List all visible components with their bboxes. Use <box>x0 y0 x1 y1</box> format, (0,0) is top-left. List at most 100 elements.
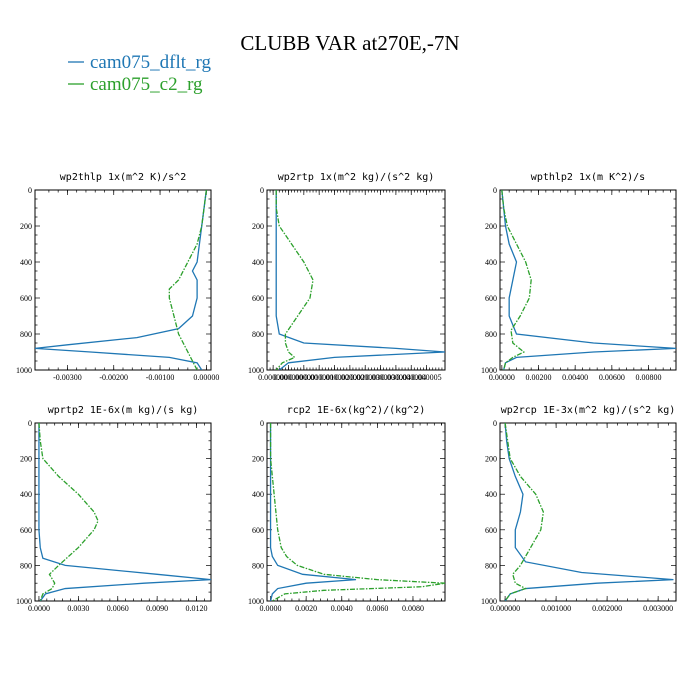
legend-label-dflt: cam075_dflt_rg <box>90 52 212 73</box>
y-tick-label: 200 <box>20 455 32 464</box>
y-tick-label: 600 <box>20 294 32 303</box>
y-tick-label: 1000 <box>16 366 32 375</box>
series-line-dflt <box>35 190 208 370</box>
y-tick-label: 800 <box>20 561 32 570</box>
x-tick-label: 0.002000 <box>592 604 622 613</box>
x-tick-label: 0.000003 <box>350 373 380 382</box>
x-tick-label: 0.001000 <box>541 604 571 613</box>
y-tick-label: 1000 <box>481 366 497 375</box>
panel-4: wprtp2 1E-6x(m kg)/(s kg) 0 200 400 600 800 10… <box>16 405 212 613</box>
panel-title: rcp2 1E-6x(kg^2)/(kg^2) <box>287 405 425 416</box>
y-tick-label: 600 <box>252 526 264 535</box>
y-tick-label: 0 <box>260 186 264 195</box>
y-tick-label: 800 <box>252 561 264 570</box>
y-tick-label: 0 <box>28 186 32 195</box>
series-line-dflt <box>501 190 676 370</box>
y-tick-label: 1000 <box>16 597 32 606</box>
x-tick-label: 0.0080 <box>402 604 424 613</box>
figure-title: CLUBB VAR at270E,-7N <box>240 31 459 55</box>
x-tick-label: -0.00200 <box>99 373 128 382</box>
y-tick-label: 0 <box>260 419 264 428</box>
x-tick-label: 0.00600 <box>599 373 625 382</box>
x-tick-label: 0.0020 <box>295 604 317 613</box>
panel-title: wp2thlp 1x(m^2 K)/s^2 <box>60 172 186 183</box>
y-tick-label: 800 <box>20 330 32 339</box>
legend: cam075_dflt_rg cam075_c2_rg <box>68 52 212 95</box>
series-line-dflt <box>504 423 674 601</box>
y-tick-label: 1000 <box>481 597 497 606</box>
x-tick-label: 0.0060 <box>366 604 388 613</box>
x-tick-label: 0.000002 <box>320 373 350 382</box>
y-tick-label: 1000 <box>248 366 264 375</box>
x-tick-label: 0.00400 <box>562 373 588 382</box>
x-tick-label: 0.00000 <box>489 373 515 382</box>
series-line-dflt <box>269 423 357 601</box>
x-tick-label: 0.000000 <box>273 373 303 382</box>
y-tick-label: 600 <box>485 526 497 535</box>
series-line-c2 <box>504 423 545 601</box>
plot-frame <box>34 422 212 602</box>
y-tick-label: 200 <box>20 222 32 231</box>
x-tick-label: -0.00100 <box>146 373 175 382</box>
panel-2: wp2rtp 1x(m^2 kg)/(s^2 kg) 0 200 400 600 800 1… <box>248 172 446 382</box>
series-line-c2 <box>275 190 314 370</box>
y-tick-label: 400 <box>20 258 32 267</box>
x-tick-label: 0.0000 <box>260 604 282 613</box>
x-tick-label: 0.000001 <box>289 373 319 382</box>
y-tick-label: 1000 <box>248 597 264 606</box>
x-tick-label: 0.000001 <box>304 373 334 382</box>
y-tick-label: 600 <box>20 526 32 535</box>
series-line-c2 <box>501 190 532 370</box>
y-tick-label: 400 <box>485 258 497 267</box>
x-tick-label: 0.0090 <box>146 604 168 613</box>
panel-1: wp2thlp 1x(m^2 K)/s^2 0 200 400 600 800 1000 -0… <box>16 172 219 382</box>
x-tick-label: 0.000000 <box>258 373 288 382</box>
x-tick-label: 0.00800 <box>636 373 662 382</box>
x-tick-label: 0.000004 <box>396 373 426 382</box>
plot-frame <box>34 189 212 371</box>
y-tick-label: 400 <box>485 490 497 499</box>
x-tick-label: 0.003000 <box>643 604 673 613</box>
y-tick-label: 200 <box>252 222 264 231</box>
y-tick-label: 800 <box>485 330 497 339</box>
series-line-dflt <box>275 190 445 370</box>
panel-5: rcp2 1E-6x(kg^2)/(kg^2) 0 200 400 600 800 1000… <box>248 405 446 613</box>
y-tick-label: 400 <box>252 258 264 267</box>
legend-label-c2: cam075_c2_rg <box>90 74 203 95</box>
plot-frame <box>499 422 677 602</box>
y-tick-label: 600 <box>485 294 497 303</box>
x-tick-label: 0.000000 <box>490 604 520 613</box>
y-tick-label: 200 <box>252 455 264 464</box>
y-tick-label: 0 <box>493 419 497 428</box>
series-line-dflt <box>38 423 211 601</box>
x-tick-label: 0.00000 <box>193 373 219 382</box>
panel-title: wp2rcp 1E-3x(m^2 kg)/(s^2 kg) <box>501 405 676 416</box>
x-tick-label: 0.00200 <box>526 373 552 382</box>
series-line-c2 <box>168 190 208 370</box>
y-tick-label: 0 <box>28 419 32 428</box>
series-line-c2 <box>38 423 99 601</box>
x-tick-label: 0.000003 <box>366 373 396 382</box>
panel-6: wp2rcp 1E-3x(m^2 kg)/(s^2 kg) 0 200 400 600 8… <box>481 405 677 613</box>
y-tick-label: 400 <box>20 490 32 499</box>
x-tick-label: 0.0030 <box>67 604 89 613</box>
panels: wp2thlp 1x(m^2 K)/s^2 0 200 400 600 800 1000 -0… <box>16 172 677 613</box>
series-line-c2 <box>269 423 445 601</box>
x-tick-label: 0.000002 <box>335 373 365 382</box>
x-tick-label: 0.0120 <box>186 604 208 613</box>
y-tick-label: 200 <box>485 455 497 464</box>
plot-frame <box>266 189 446 371</box>
x-tick-label: 0.000005 <box>412 373 442 382</box>
y-tick-label: 800 <box>252 330 264 339</box>
y-tick-label: 0 <box>493 186 497 195</box>
panel-3: wpthlp2 1x(m K^2)/s020040060080010000.00… <box>481 172 677 382</box>
y-tick-label: 400 <box>252 490 264 499</box>
x-tick-label: 0.0040 <box>331 604 353 613</box>
panel-title: wpthlp2 1x(m K^2)/s <box>531 172 645 183</box>
panel-title: wp2rtp 1x(m^2 kg)/(s^2 kg) <box>278 172 435 183</box>
panel-title: wprtp2 1E-6x(m kg)/(s kg) <box>48 405 199 416</box>
plot-frame <box>266 422 446 602</box>
y-tick-label: 800 <box>485 561 497 570</box>
x-tick-label: 0.0060 <box>107 604 129 613</box>
